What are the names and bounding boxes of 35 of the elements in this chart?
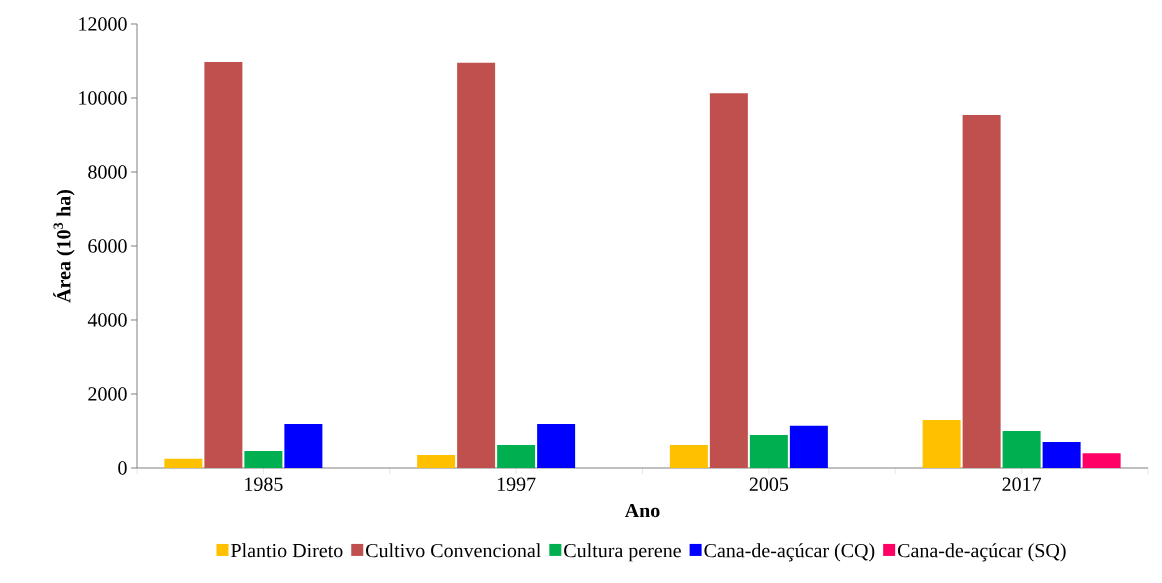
bar [244, 450, 283, 468]
bar [1082, 453, 1121, 468]
y-tick-label: 4000 [87, 313, 127, 327]
y-tick-label: 10000 [79, 91, 127, 105]
bar [1042, 442, 1081, 468]
legend-label: Cana-de-açúcar (CQ) [704, 543, 875, 562]
bar [749, 435, 788, 468]
bar [669, 445, 708, 468]
x-tick-label: 2005 [749, 477, 789, 492]
bar [537, 423, 576, 468]
bar [204, 62, 243, 468]
bar [709, 93, 748, 468]
bar [457, 62, 496, 468]
legend-label: Cana-de-açúcar (SQ) [897, 543, 1066, 562]
y-tick-label: 2000 [88, 387, 127, 401]
bar [284, 423, 323, 468]
legend-label: Plantio Direto [231, 543, 343, 558]
x-tick-label: 1997 [497, 477, 536, 491]
bar [789, 425, 828, 468]
y-tick-label: 12000 [79, 17, 127, 31]
bar [164, 458, 203, 468]
y-tick-label: 8000 [88, 165, 127, 179]
legend-label: Cultura perene [564, 543, 681, 562]
legend-label: Cultivo Convencional [366, 543, 541, 558]
x-axis-title: Ano [624, 503, 660, 518]
bar [1002, 430, 1041, 468]
bar [922, 419, 961, 468]
bar [497, 445, 536, 468]
y-tick-label: 6000 [88, 239, 127, 253]
bar [417, 455, 456, 468]
y-tick-label: 0 [118, 461, 127, 475]
bar [962, 115, 1001, 468]
x-tick-label: 1985 [245, 477, 283, 492]
x-tick-label: 2017 [1002, 477, 1042, 492]
y-axis-title: Área (10$^{3}$ ha) [53, 189, 75, 303]
